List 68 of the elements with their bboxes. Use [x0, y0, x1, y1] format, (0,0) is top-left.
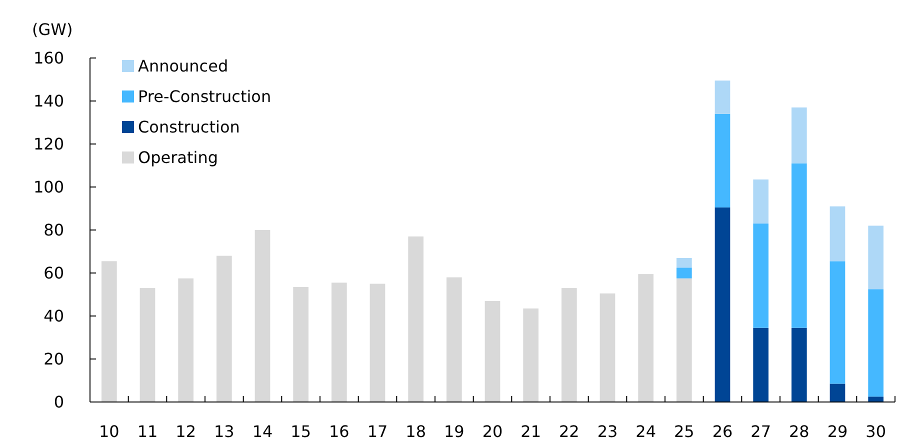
bar: [484, 300, 500, 402]
legend-label: Pre-Construction: [138, 87, 272, 106]
bar: [753, 179, 768, 224]
legend-label: Announced: [138, 56, 228, 76]
legend-label: Operating: [138, 148, 218, 168]
x-tick-label: 13: [214, 422, 234, 441]
bar: [868, 396, 884, 402]
y-axis-title: (GW): [32, 20, 73, 39]
x-tick-label: 23: [597, 422, 618, 441]
bar: [830, 206, 846, 262]
bar: [676, 258, 692, 268]
x-tick-label: 21: [520, 422, 542, 441]
x-tick-label: 10: [98, 422, 120, 441]
bar: [714, 80, 730, 114]
x-tick-label: 30: [866, 422, 886, 441]
bar: [178, 278, 194, 402]
x-tick-label: 19: [444, 422, 464, 441]
bar: [830, 384, 846, 402]
bar: [830, 261, 846, 384]
legend-label: Construction: [138, 118, 240, 137]
x-tick-label: 29: [827, 422, 848, 441]
y-tick-label: 60: [44, 264, 64, 283]
bar: [370, 284, 386, 402]
bar: [714, 114, 730, 208]
x-tick-label: 16: [328, 422, 350, 441]
x-tick-label: 12: [176, 422, 196, 441]
x-tick-label: 17: [367, 422, 388, 441]
bar: [753, 328, 768, 402]
bar: [332, 282, 347, 402]
bar: [868, 226, 884, 290]
y-tick-label: 120: [33, 134, 64, 154]
x-tick-label: 27: [750, 422, 772, 441]
bar: [792, 163, 807, 328]
bar: [102, 261, 117, 402]
bar: [638, 274, 654, 402]
x-tick-label: 26: [712, 422, 733, 441]
bar: [868, 289, 884, 397]
y-tick-label: 80: [44, 220, 64, 240]
bar: [446, 277, 462, 402]
bar: [714, 207, 730, 402]
bar: [293, 286, 308, 402]
bar: [792, 107, 807, 164]
x-tick-label: 28: [788, 422, 810, 441]
bar: [792, 328, 807, 402]
x-tick-label: 15: [290, 422, 312, 441]
x-tick-label: 18: [406, 422, 426, 441]
y-tick-label: 20: [44, 350, 64, 369]
x-tick-label: 22: [558, 422, 580, 441]
bar: [676, 278, 692, 402]
y-tick-label: 160: [33, 48, 64, 68]
x-tick-label: 20: [482, 422, 503, 441]
x-tick-label: 25: [674, 422, 694, 441]
bar: [753, 224, 768, 328]
bar: [676, 268, 692, 278]
bar: [408, 236, 424, 402]
y-tick-label: 0: [54, 392, 64, 412]
bar: [523, 308, 538, 402]
x-tick-label: 11: [137, 422, 158, 441]
bar: [216, 256, 232, 402]
bar: [140, 288, 156, 402]
bar: [600, 293, 616, 402]
y-tick-label: 140: [33, 92, 64, 111]
x-tick-label: 14: [252, 422, 273, 441]
y-tick-label: 40: [44, 306, 64, 326]
x-tick-label: 24: [636, 422, 656, 441]
bar: [562, 288, 577, 402]
y-tick-label: 100: [33, 178, 64, 197]
bar: [254, 230, 270, 402]
